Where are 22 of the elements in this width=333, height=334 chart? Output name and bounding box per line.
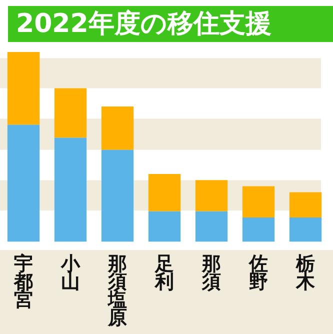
x-tick-label: 那須: [201, 252, 221, 293]
bar: [195, 180, 228, 212]
x-tick-label: 栃木: [295, 252, 316, 293]
bar: [101, 106, 134, 150]
bar: [148, 211, 181, 242]
bar: [54, 88, 87, 138]
bar: [148, 174, 181, 212]
x-tick-label: 佐野: [248, 252, 268, 293]
bar: [101, 150, 134, 242]
x-tick-label: 小山: [60, 252, 81, 293]
chart-title: 2022年度の移住支援: [8, 6, 333, 42]
bar: [289, 192, 322, 218]
bar: [54, 138, 87, 242]
x-tick-label: 足利: [154, 252, 174, 293]
bar: [195, 211, 228, 242]
x-tick-label: 宇都宮: [13, 252, 33, 311]
bar: [289, 218, 322, 242]
bar: [7, 52, 40, 125]
bar: [242, 186, 275, 218]
bar: [242, 218, 275, 242]
bar: [7, 124, 40, 242]
x-tick-label: 那須塩原: [107, 252, 127, 329]
